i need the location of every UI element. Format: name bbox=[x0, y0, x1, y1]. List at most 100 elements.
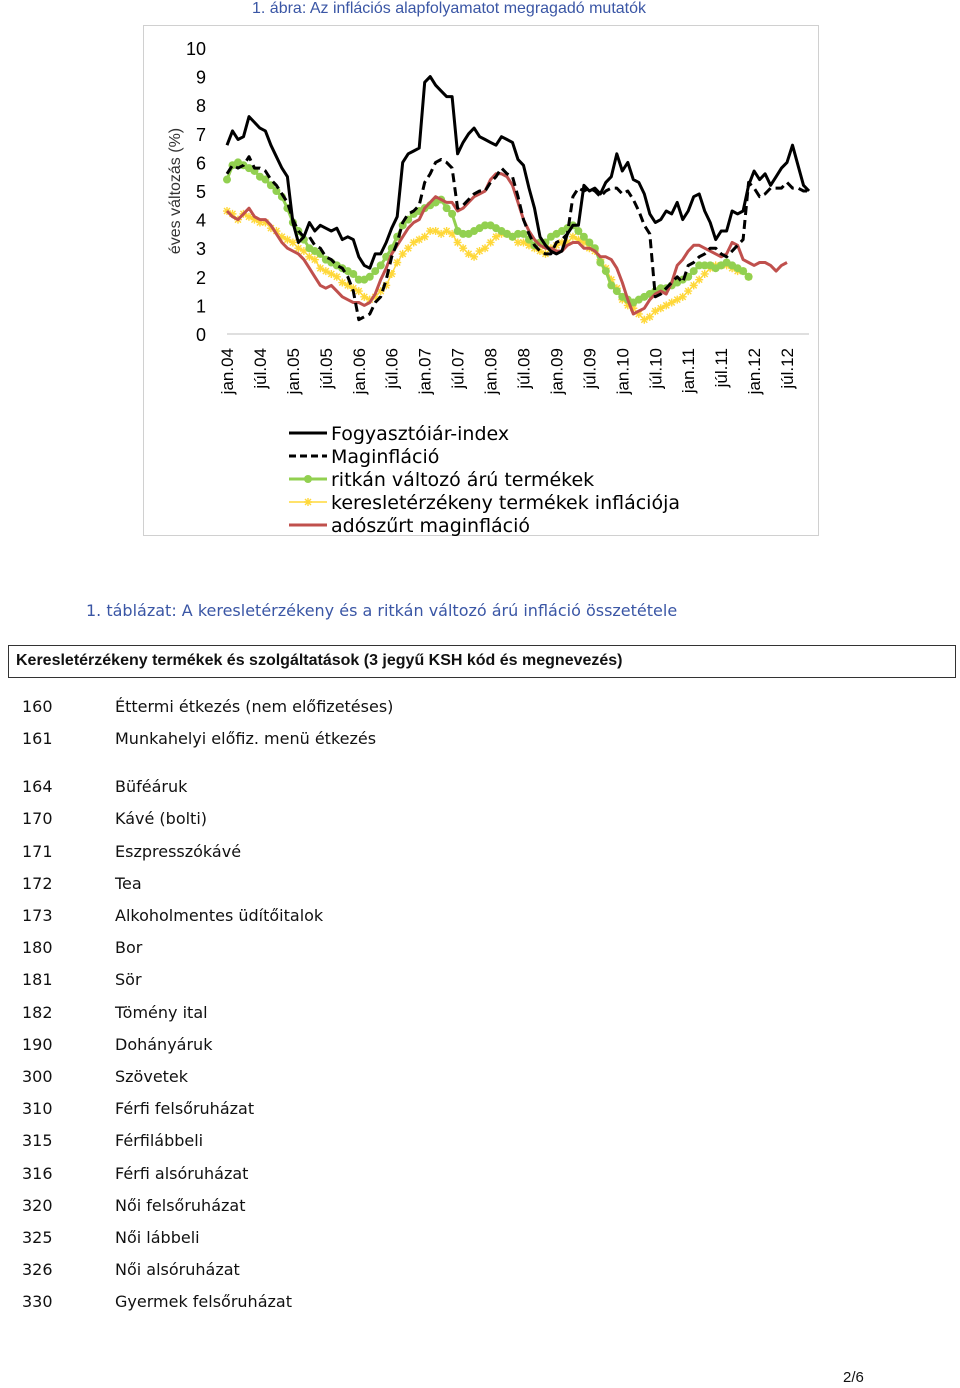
x-tick-label: júl.04 bbox=[251, 348, 270, 390]
series-point bbox=[689, 281, 698, 290]
series-point bbox=[261, 175, 270, 184]
x-tick-label: jan.12 bbox=[745, 348, 764, 395]
series-point bbox=[459, 244, 468, 253]
series-point bbox=[563, 238, 572, 247]
series-point bbox=[579, 238, 588, 247]
series-point bbox=[689, 267, 698, 276]
series-point bbox=[585, 238, 594, 247]
row-name: Büféáruk bbox=[115, 777, 188, 796]
series-point bbox=[431, 227, 440, 236]
row-code: 300 bbox=[22, 1067, 53, 1086]
legend-marker bbox=[304, 475, 312, 483]
series-point bbox=[376, 287, 385, 296]
row-name: Női alsóruházat bbox=[115, 1260, 240, 1279]
y-tick-label: 10 bbox=[186, 39, 206, 59]
row-code: 172 bbox=[22, 874, 53, 893]
series-point bbox=[656, 304, 665, 313]
row-code: 171 bbox=[22, 842, 53, 861]
series-point bbox=[695, 275, 704, 284]
series-point bbox=[371, 292, 380, 301]
series-point bbox=[288, 238, 297, 247]
inflation-line-chart: éves változás (%) 0 1 2 3 4 5 6 7 8 9 10 jan.04 júl.0… bbox=[167, 39, 811, 537]
series-point bbox=[415, 235, 424, 244]
series-point bbox=[426, 227, 435, 236]
series-point bbox=[524, 241, 533, 250]
x-tick-label: júl.07 bbox=[449, 348, 468, 390]
row-name: Kávé (bolti) bbox=[115, 809, 208, 828]
row-name: Gyermek felsőruházat bbox=[115, 1292, 292, 1311]
series-point bbox=[634, 309, 643, 318]
row-code: 320 bbox=[22, 1196, 53, 1215]
legend-marker bbox=[304, 498, 312, 506]
x-tick-label: jan.08 bbox=[482, 348, 501, 395]
series-point bbox=[277, 232, 286, 241]
series-point bbox=[579, 232, 588, 241]
series-line bbox=[225, 172, 788, 316]
y-tick-label: 2 bbox=[196, 268, 206, 288]
series-point bbox=[514, 229, 522, 238]
row-code: 173 bbox=[22, 906, 53, 925]
series-point bbox=[448, 209, 457, 218]
table-header: Keresletérzékeny termékek és szolgáltatá… bbox=[8, 645, 956, 678]
series-point bbox=[294, 244, 303, 253]
figure-title: 1. ábra: Az inflációs alapfolyamatot meg… bbox=[252, 0, 646, 17]
row-name: Tömény ital bbox=[115, 1003, 208, 1022]
row-name: Női felsőruházat bbox=[115, 1196, 246, 1215]
series-point bbox=[612, 287, 621, 296]
x-tick-label: jan.11 bbox=[679, 348, 698, 394]
series-point bbox=[409, 238, 418, 247]
series-point bbox=[695, 261, 704, 270]
row-code: 160 bbox=[22, 697, 53, 716]
series-point bbox=[481, 244, 490, 253]
series-point bbox=[519, 238, 528, 247]
series-point bbox=[448, 229, 457, 238]
series-point bbox=[332, 272, 341, 281]
series-point bbox=[244, 212, 253, 221]
series-point bbox=[305, 252, 314, 261]
row-name: Férfilábbeli bbox=[115, 1131, 204, 1150]
series-point bbox=[470, 252, 479, 261]
y-tick-label: 0 bbox=[196, 325, 206, 345]
row-name: Női lábbeli bbox=[115, 1228, 200, 1247]
row-name: Sör bbox=[115, 970, 142, 989]
series-point bbox=[354, 287, 363, 296]
chart-frame: éves változás (%) 0 1 2 3 4 5 6 7 8 9 10 jan.04 júl.0… bbox=[143, 25, 819, 537]
row-name: Éttermi étkezés (nem előfizetéses) bbox=[115, 697, 394, 716]
series-point bbox=[475, 247, 484, 256]
series-point bbox=[310, 255, 319, 264]
series-point bbox=[481, 221, 490, 230]
x-tick-label: júl.05 bbox=[317, 348, 336, 390]
series-point bbox=[272, 187, 281, 195]
series-point bbox=[453, 238, 462, 247]
series-point bbox=[376, 261, 385, 270]
row-code: 326 bbox=[22, 1260, 53, 1279]
y-tick-label: 4 bbox=[196, 211, 206, 231]
legend-label: keresletérzékeny termékek inflációja bbox=[331, 492, 680, 514]
legend-label: adószűrt maginfláció bbox=[331, 515, 530, 537]
legend-label: ritkán változó árú termékek bbox=[331, 469, 594, 491]
y-axis-label: éves változás (%) bbox=[167, 128, 184, 254]
series-point bbox=[299, 247, 308, 256]
series-point bbox=[514, 238, 522, 247]
series-point bbox=[459, 229, 468, 238]
row-name: Eszpresszókávé bbox=[115, 842, 242, 861]
row-code: 330 bbox=[22, 1292, 53, 1311]
series-point bbox=[629, 304, 638, 313]
series-point bbox=[266, 224, 275, 233]
series-point bbox=[228, 209, 237, 218]
y-tick-label: 6 bbox=[196, 153, 206, 173]
series-point bbox=[678, 292, 687, 301]
y-tick-label: 9 bbox=[196, 68, 206, 88]
row-code: 315 bbox=[22, 1131, 53, 1150]
series-point bbox=[557, 238, 566, 247]
series-point bbox=[739, 267, 748, 276]
y-tick-label: 5 bbox=[196, 182, 206, 202]
series-point bbox=[261, 218, 270, 227]
series-point bbox=[673, 295, 682, 304]
row-code: 190 bbox=[22, 1035, 53, 1054]
legend-label: Maginfláció bbox=[331, 446, 439, 468]
row-name: Alkoholmentes üdítőitalok bbox=[115, 906, 324, 925]
row-name: Férfi alsóruházat bbox=[115, 1164, 249, 1183]
series-point bbox=[404, 244, 413, 253]
series-point bbox=[492, 232, 501, 241]
